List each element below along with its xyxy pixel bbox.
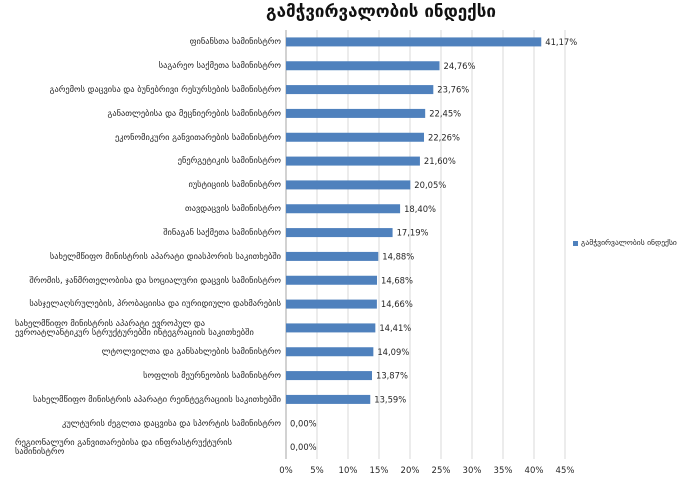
category-label: საგარეო საქმეთა სამინისტრო (158, 60, 281, 71)
x-tick-label: 40% (525, 466, 544, 476)
category-label-row: იუსტიციის სამინისტრო (0, 173, 281, 197)
category-label-row: რეგიონალური განვითარებისა და ინფრასტრუქტ… (0, 435, 281, 459)
category-axis: ფინანსთა სამინისტრო საგარეო საქმეთა სამინ… (0, 0, 282, 479)
category-label: ენერგეტიკის სამინისტრო (177, 155, 281, 166)
category-label-row: განათლებისა და მეცნიერების სამინისტრო (0, 102, 281, 126)
x-tick-label: 20% (401, 466, 420, 476)
bar (286, 132, 425, 142)
data-label: 14,66% (381, 299, 413, 309)
category-label: გარემოს დაცვისა და ბუნებრივი რესურსების … (49, 83, 281, 94)
bar (286, 85, 434, 95)
category-label-row: საგარეო საქმეთა სამინისტრო (0, 54, 281, 78)
bar (286, 228, 393, 238)
data-label: 41,17% (545, 37, 577, 47)
category-label-row: კულტურის ძეგლთა დაცვისა და სპორტის სამინ… (0, 411, 281, 435)
bar (286, 108, 426, 118)
x-tick-label: 35% (494, 466, 513, 476)
category-label: კულტურის ძეგლთა დაცვისა და სპორტის სამინ… (62, 417, 281, 428)
category-label-row: ლტოლვილთა და განსახლების სამინისტრო (0, 340, 281, 364)
category-label: სახელმწიფო მინისტრის აპარატი ევროპულ და … (15, 317, 254, 337)
category-label-row: სახელმწიფო მინისტრის აპარატი დიასპორის ს… (0, 245, 281, 269)
category-label-row: ფინანსთა სამინისტრო (0, 30, 281, 54)
bar (286, 275, 378, 285)
category-label: ლტოლვილთა და განსახლების სამინისტრო (101, 346, 281, 357)
category-label-row: სახელმწიფო მინისტრის აპარატი რეინტეგრაცი… (0, 388, 281, 412)
legend-label: გამჭვირვალობის ინდექსი (581, 238, 677, 247)
data-label: 23,76% (437, 85, 469, 95)
bar (286, 251, 379, 261)
category-label: განათლებისა და მეცნიერების სამინისტრო (107, 107, 281, 118)
category-label: ეკონომიკური განვითარების სამინისტრო (115, 131, 281, 142)
data-label: 13,87% (376, 371, 408, 381)
bar (286, 204, 401, 214)
data-label: 14,88% (382, 251, 414, 261)
data-label: 18,40% (404, 204, 436, 214)
category-label-row: გარემოს დაცვისა და ბუნებრივი რესურსების … (0, 78, 281, 102)
data-label: 21,60% (424, 156, 456, 166)
data-label: 24,76% (444, 61, 476, 71)
category-label-row: სასჯელაღსრულების, პრობაციისა და იურიდიულ… (0, 292, 281, 316)
category-label: იუსტიციის სამინისტრო (188, 179, 281, 190)
bar (286, 37, 542, 47)
bar (286, 180, 411, 190)
data-label: 14,68% (381, 275, 413, 285)
data-label: 14,41% (379, 323, 411, 333)
category-label-row: ეკონომიკური განვითარების სამინისტრო (0, 125, 281, 149)
category-label-row: სოფლის მეურნეობის სამინისტრო (0, 364, 281, 388)
category-label: სახელმწიფო მინისტრის აპარატი რეინტეგრაცი… (32, 393, 281, 404)
category-label: რეგიონალური განვითარებისა და ინფრასტრუქტ… (15, 436, 232, 457)
data-label: 20,05% (414, 180, 446, 190)
x-tick-label: 10% (339, 466, 358, 476)
data-label: 22,26% (428, 132, 460, 142)
category-label-row: შრომის, ჯანმრთელობისა და სოციალური დაცვი… (0, 268, 281, 292)
data-label: 0,00% (290, 418, 317, 428)
data-label: 17,19% (397, 228, 429, 238)
bar (286, 156, 420, 166)
x-tick-label: 5% (310, 466, 324, 476)
data-label: 22,45% (429, 108, 461, 118)
data-label: 0,00% (290, 442, 317, 452)
x-tick-label: 25% (432, 466, 451, 476)
category-label: შინაგან საქმეთა სამინისტრო (163, 226, 281, 237)
category-label-row: ენერგეტიკის სამინისტრო (0, 149, 281, 173)
category-label: სახელმწიფო მინისტრის აპარატი დიასპორის ს… (49, 250, 281, 261)
bar (286, 323, 376, 333)
x-tick-label: 0% (279, 466, 293, 476)
category-label: შრომის, ჯანმრთელობისა და სოციალური დაცვი… (29, 274, 281, 285)
legend-swatch (573, 241, 578, 246)
category-label: სოფლის მეურნეობის სამინისტრო (143, 369, 281, 380)
bar (286, 371, 372, 381)
category-label: თავდაცვის სამინისტრო (185, 203, 281, 214)
category-label: ფინანსთა სამინისტრო (189, 36, 281, 47)
x-tick-label: 15% (370, 466, 389, 476)
category-label-row: შინაგან საქმეთა სამინისტრო (0, 221, 281, 245)
x-tick-label: 45% (556, 466, 575, 476)
category-label-row: თავდაცვის სამინისტრო (0, 197, 281, 221)
data-label: 14,09% (377, 347, 409, 357)
bar (286, 347, 374, 357)
category-label-row: სახელმწიფო მინისტრის აპარატი ევროპულ და … (0, 316, 281, 340)
bar (286, 61, 440, 71)
bar (286, 299, 377, 309)
chart-title: გამჭვირვალობის ინდექსი (266, 2, 496, 22)
data-label: 13,59% (374, 394, 406, 404)
x-tick-label: 30% (463, 466, 482, 476)
bar (286, 394, 371, 404)
category-label: სასჯელაღსრულების, პრობაციისა და იურიდიულ… (29, 298, 281, 309)
legend: გამჭვირვალობის ინდექსი (573, 237, 693, 249)
